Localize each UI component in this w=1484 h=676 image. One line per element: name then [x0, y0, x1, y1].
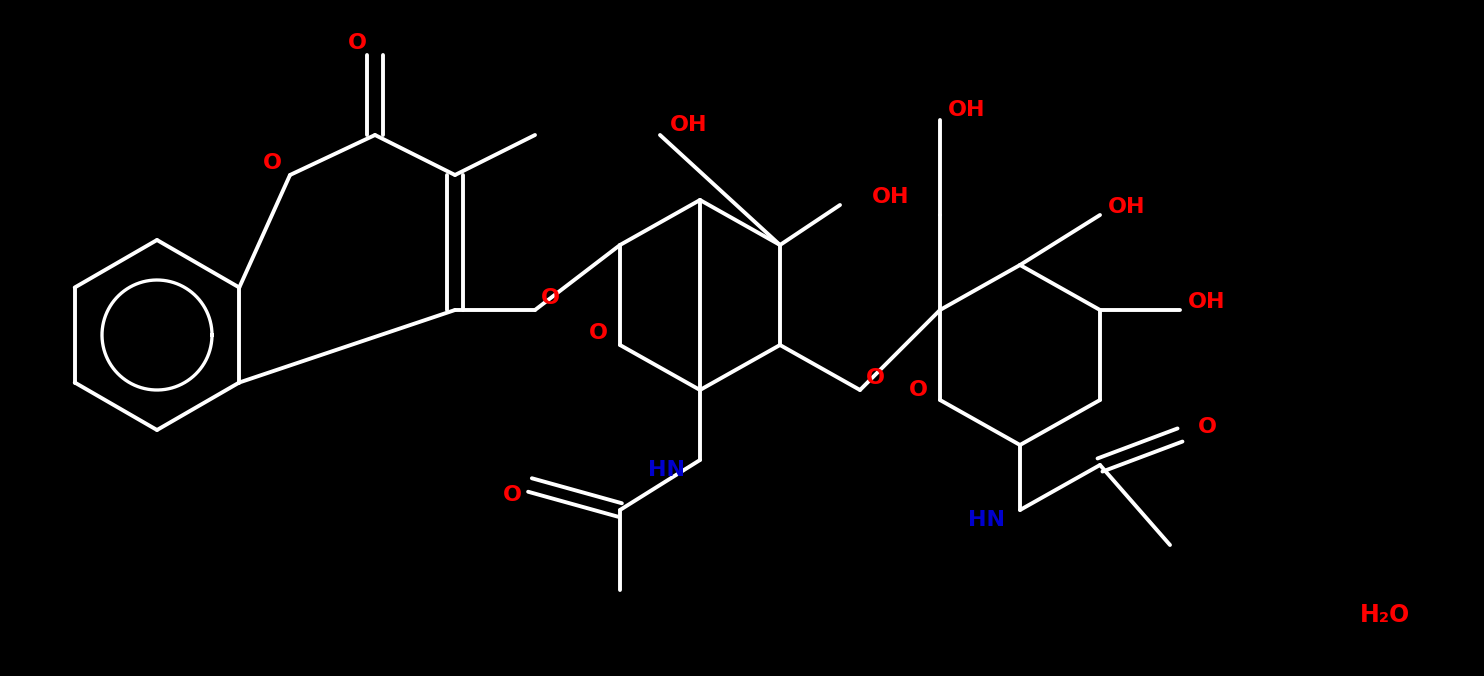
- Text: OH: OH: [1189, 292, 1226, 312]
- Text: OH: OH: [873, 187, 910, 207]
- Text: OH: OH: [669, 115, 708, 135]
- Text: OH: OH: [1109, 197, 1146, 217]
- Text: O: O: [347, 33, 367, 53]
- Text: O: O: [908, 380, 928, 400]
- Text: H₂O: H₂O: [1359, 603, 1410, 627]
- Text: O: O: [589, 323, 607, 343]
- Text: O: O: [1198, 417, 1217, 437]
- Text: HN: HN: [649, 460, 686, 480]
- Text: O: O: [540, 288, 559, 308]
- Text: O: O: [865, 368, 884, 388]
- Text: OH: OH: [948, 100, 985, 120]
- Text: O: O: [263, 153, 282, 173]
- Text: O: O: [503, 485, 521, 505]
- Text: HN: HN: [968, 510, 1005, 530]
